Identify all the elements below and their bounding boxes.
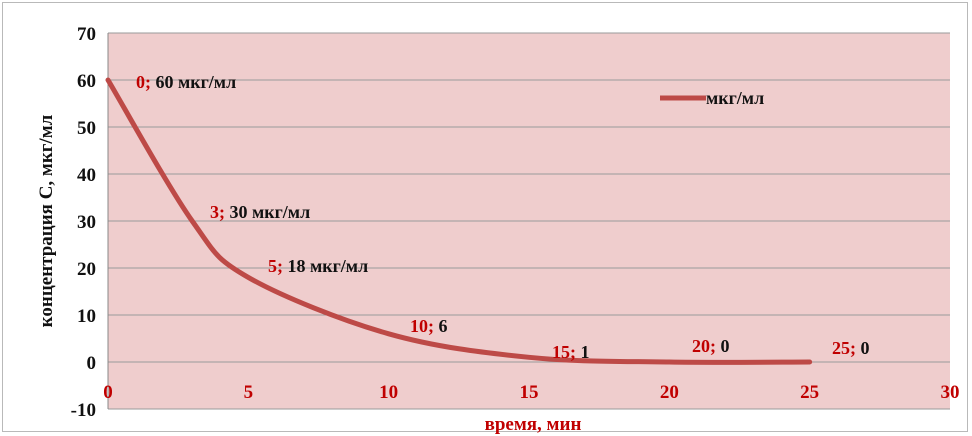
data-label-x: 3;: [210, 202, 230, 222]
x-tick-label: 10: [379, 382, 398, 403]
x-tick-label: 0: [103, 382, 113, 403]
data-label-y: 30 мкг/мл: [230, 202, 311, 222]
x-tick-label: 25: [800, 382, 819, 403]
data-label-y: 0: [861, 338, 870, 358]
y-tick-label: 40: [77, 165, 96, 186]
data-label-y: 0: [721, 336, 730, 356]
y-tick-label: 30: [77, 212, 96, 233]
data-label-x: 10;: [410, 316, 439, 336]
x-tick-label: 30: [941, 382, 960, 403]
y-axis-ticks: -10 0 10 20 30 40 50 60 70: [71, 24, 96, 421]
x-tick-label: 20: [660, 382, 679, 403]
y-axis-title: концентрация С, мкг/мл: [36, 114, 57, 327]
y-tick-label: 70: [77, 24, 96, 45]
y-tick-label: -10: [71, 400, 96, 421]
x-axis-title: время, мин: [485, 414, 582, 435]
data-label-x: 0;: [136, 72, 156, 92]
y-tick-label: 60: [77, 71, 96, 92]
y-tick-label: 10: [77, 306, 96, 327]
data-label-x: 25;: [832, 338, 861, 358]
x-tick-label: 5: [244, 382, 254, 403]
data-label-x: 20;: [692, 336, 721, 356]
gridlines: [107, 32, 950, 410]
legend-label: мкг/мл: [706, 88, 764, 108]
data-label: 3; 30 мкг/мл: [210, 202, 310, 222]
legend: мкг/мл: [660, 88, 764, 108]
data-label: 0; 60 мкг/мл: [136, 72, 236, 92]
x-tick-label: 15: [520, 382, 539, 403]
data-label: 10; 6: [410, 316, 448, 336]
data-label: 20; 0: [692, 336, 730, 356]
data-label-y: 1: [581, 342, 590, 362]
y-tick-label: 0: [87, 353, 97, 374]
data-label-y: 60 мкг/мл: [156, 72, 237, 92]
series-line: [105, 77, 813, 365]
data-label-y: 6: [439, 316, 448, 336]
data-labels: 0; 60 мкг/мл3; 30 мкг/мл5; 18 мкг/мл10; …: [136, 72, 870, 362]
data-label: 25; 0: [832, 338, 870, 358]
data-label-y: 18 мкг/мл: [288, 256, 369, 276]
data-label: 15; 1: [552, 342, 590, 362]
data-label-x: 5;: [268, 256, 288, 276]
data-label: 5; 18 мкг/мл: [268, 256, 368, 276]
x-axis-ticks: 0 5 10 15 20 25 30: [103, 382, 959, 403]
y-tick-label: 50: [77, 118, 96, 139]
y-tick-label: 20: [77, 259, 96, 280]
data-label-x: 15;: [552, 342, 581, 362]
